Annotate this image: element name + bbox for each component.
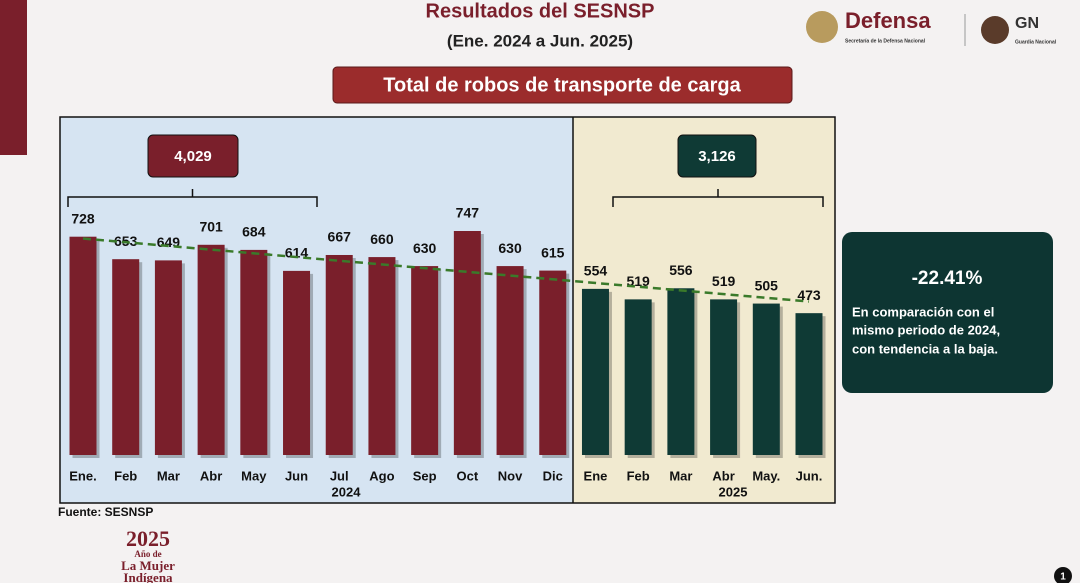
defensa-logo: Defensa xyxy=(845,8,931,33)
title: Resultados del SESNSP xyxy=(426,0,655,22)
corner-band xyxy=(0,0,27,155)
value-label: 554 xyxy=(584,263,608,279)
bar xyxy=(411,266,439,455)
bar xyxy=(453,231,481,455)
value-label: 556 xyxy=(669,262,693,278)
x-tick-label: Feb xyxy=(114,468,137,483)
footer-year: 2025 xyxy=(126,526,170,551)
footer-motto: La Mujer xyxy=(121,558,175,573)
value-label: 473 xyxy=(797,287,821,303)
x-tick-label: Nov xyxy=(498,468,523,483)
bar xyxy=(154,260,182,455)
bar xyxy=(795,313,823,455)
period-bracket xyxy=(67,189,318,207)
value-label: 684 xyxy=(242,224,266,240)
bar xyxy=(197,244,225,455)
footer-motto: Indígena xyxy=(123,570,173,583)
value-label: 630 xyxy=(498,240,522,256)
x-tick-label: May. xyxy=(752,468,780,483)
trend-line xyxy=(82,237,810,303)
x-tick-label: Jun xyxy=(285,468,308,483)
total-box xyxy=(677,134,757,178)
defensa-sub: Secretaría de la Defensa Nacional xyxy=(845,38,926,44)
value-label: 653 xyxy=(114,233,138,249)
source: Fuente: SESNSP xyxy=(58,505,153,519)
footer-motto: Año de xyxy=(134,549,161,559)
x-tick-label: Oct xyxy=(457,468,479,483)
chart-title: Total de robos de transporte de carga xyxy=(383,74,741,96)
bar xyxy=(539,270,567,455)
x-tick-label: Ene. xyxy=(69,468,96,483)
x-tick-label: Mar xyxy=(669,468,692,483)
page-badge xyxy=(1054,567,1072,583)
x-tick-label: Sep xyxy=(413,468,437,483)
panel-2025 xyxy=(573,117,835,503)
x-tick-label: Jun. xyxy=(796,468,823,483)
bar xyxy=(69,236,97,455)
gn-logo: GN xyxy=(1015,15,1039,32)
value-label: 519 xyxy=(712,273,736,289)
value-label: 505 xyxy=(755,277,779,293)
period-bracket xyxy=(612,189,824,207)
x-tick-label: Feb xyxy=(627,468,650,483)
comparison-change: -22.41% xyxy=(912,268,983,289)
value-label: 615 xyxy=(541,244,565,260)
x-tick-label: Jul xyxy=(330,468,349,483)
x-tick-label: Mar xyxy=(157,468,180,483)
panel-border xyxy=(59,116,836,504)
bar xyxy=(325,254,353,455)
year-label: 2025 xyxy=(719,484,748,499)
x-tick-label: Ene xyxy=(584,468,608,483)
year-label: 2024 xyxy=(332,484,362,499)
total-label: 4,029 xyxy=(174,148,212,165)
page-number: 1 xyxy=(1060,572,1066,583)
value-label: 660 xyxy=(370,231,394,247)
x-tick-label: Abr xyxy=(200,468,222,483)
gn-emblem xyxy=(981,16,1009,44)
x-tick-label: Abr xyxy=(712,468,734,483)
defensa-emblem xyxy=(806,11,838,43)
comparison-text: con tendencia a la baja. xyxy=(852,341,998,356)
comparison-text: En comparación con el xyxy=(852,304,994,319)
value-label: 667 xyxy=(328,229,352,245)
bar xyxy=(240,249,268,455)
chart-title-box xyxy=(332,66,793,104)
value-label: 630 xyxy=(413,240,437,256)
bar xyxy=(710,299,738,455)
bar xyxy=(283,270,311,455)
x-tick-label: Dic xyxy=(543,468,563,483)
x-tick-label: Ago xyxy=(369,468,394,483)
comparison-box xyxy=(842,232,1053,393)
x-tick-label: May xyxy=(241,468,267,483)
bar xyxy=(496,266,524,455)
value-label: 747 xyxy=(456,205,480,221)
total-label: 3,126 xyxy=(698,148,736,165)
bar xyxy=(581,288,609,455)
bar xyxy=(624,299,652,455)
bar xyxy=(752,303,780,455)
comparison-text: mismo periodo de 2024, xyxy=(852,322,1000,337)
bar xyxy=(368,257,396,455)
bar xyxy=(112,259,140,455)
total-box xyxy=(147,134,239,178)
value-label: 701 xyxy=(199,218,223,234)
bar xyxy=(667,288,695,455)
panel-2024 xyxy=(60,117,573,503)
value-label: 728 xyxy=(71,210,95,226)
gn-sub: Guardia Nacional xyxy=(1015,39,1057,45)
subtitle: (Ene. 2024 a Jun. 2025) xyxy=(447,31,633,50)
